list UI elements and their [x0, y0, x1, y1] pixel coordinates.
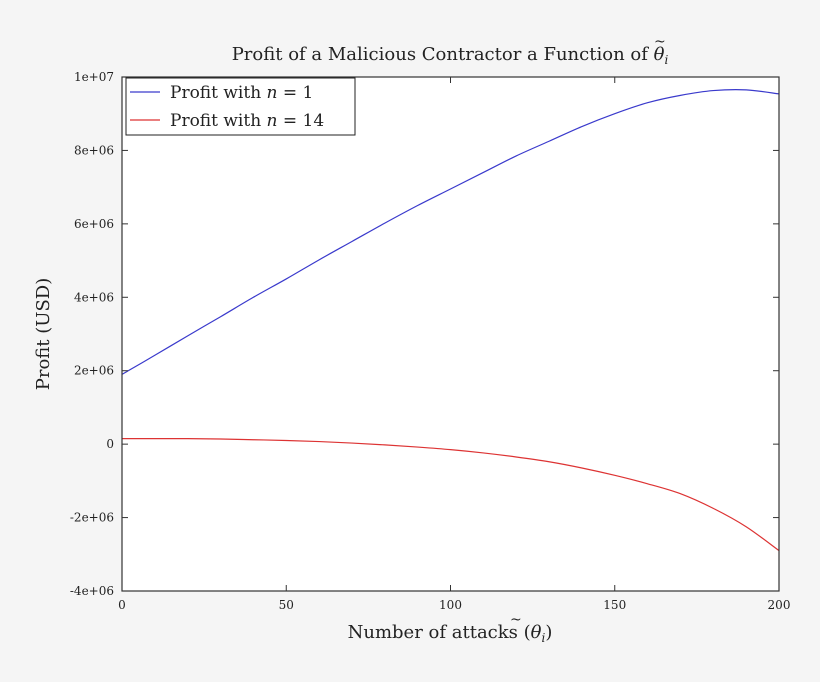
y-tick-label: 1e+07 [74, 70, 114, 84]
x-tick-label: 150 [603, 598, 626, 612]
legend-label-n1: Profit with n = 1 [170, 83, 313, 103]
x-tick-label: 200 [768, 598, 791, 612]
y-tick-label: 2e+06 [74, 364, 114, 378]
y-tick-label: 0 [106, 437, 114, 451]
chart-title: Profit of a Malicious Contractor a Funct… [232, 44, 669, 67]
y-axis-label: Profit (USD) [33, 278, 54, 391]
series-line-n1 [121, 88, 780, 375]
legend-box [125, 77, 356, 136]
x-axis-label: Number of attacks (θi) [348, 622, 553, 645]
title-tilde: ~ [654, 34, 666, 50]
y-tick-label: 4e+06 [74, 290, 114, 304]
y-tick-label: 8e+06 [74, 143, 114, 157]
series-layer [121, 88, 780, 552]
y-tick-label: -2e+06 [70, 511, 114, 525]
x-tick-label: 50 [279, 598, 294, 612]
legend: Profit with n = 1 Profit with n = 14 [125, 77, 356, 136]
y-tick-label: 6e+06 [74, 217, 114, 231]
ticks-layer: 0 50 100 150 200 -4e+06 -2e+06 0 2e+06 4e+06 6e+06… [70, 70, 791, 612]
legend-label-n14: Profit with n = 14 [170, 111, 324, 131]
plot-area [122, 77, 779, 591]
axes-frame [121, 76, 780, 592]
y-tick-label: -4e+06 [70, 584, 114, 598]
x-tick-label: 0 [118, 598, 126, 612]
xlabel-tilde: ~ [510, 612, 522, 628]
x-tick-label: 100 [439, 598, 462, 612]
series-line-n14 [121, 438, 780, 552]
